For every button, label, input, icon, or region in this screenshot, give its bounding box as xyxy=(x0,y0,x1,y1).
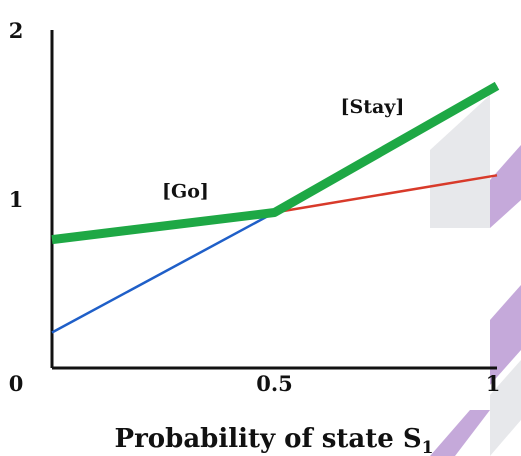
y-tick-labels: 12 xyxy=(9,18,24,212)
series-lines xyxy=(51,81,500,334)
series-line xyxy=(51,81,500,245)
x-tick-labels: 0.5 1 xyxy=(256,371,500,396)
decor-stripe xyxy=(490,145,521,228)
x-tick-label: 1 xyxy=(486,371,501,396)
y-tick-label: 1 xyxy=(9,187,24,212)
x-tick-label: 0.5 xyxy=(256,371,293,396)
x-axis-title: Probability of state S1 xyxy=(115,424,434,456)
origin-label: 0 xyxy=(9,371,24,396)
decor-stripe xyxy=(430,410,490,456)
series-annotation: [Go] xyxy=(162,180,209,202)
series-annotation: [Stay] xyxy=(340,96,404,118)
decor-stripe xyxy=(490,285,521,385)
background-decoration xyxy=(430,95,521,456)
decor-stripe-shadow xyxy=(490,360,521,456)
y-tick-label: 2 xyxy=(9,18,24,43)
series-annotations: [Go] [Stay] xyxy=(162,96,404,203)
decor-stripe-shadow xyxy=(430,95,490,228)
